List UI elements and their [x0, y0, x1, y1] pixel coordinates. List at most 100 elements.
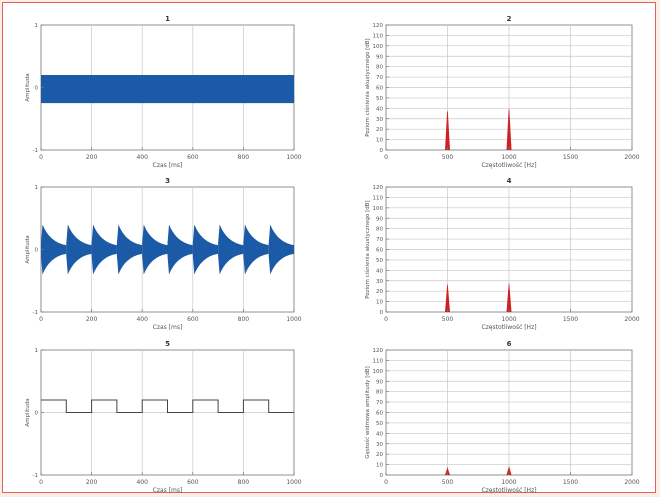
burst	[218, 224, 244, 275]
burst	[243, 224, 269, 275]
x-tick-label: 1000	[501, 316, 516, 323]
y-tick-label: 50	[376, 421, 383, 427]
y-tick-label: 80	[376, 227, 383, 233]
chart-4: 0 500 1000 1500 2000 0 10 20 30 40 50 60 70 80 90 100 11…	[364, 177, 640, 331]
y-tick-label: 50	[376, 96, 383, 102]
spectral-peak	[445, 283, 450, 312]
spectral-peak	[506, 282, 512, 312]
spectral-peak	[445, 110, 450, 150]
y-axis-label: Amplituda	[25, 73, 31, 101]
y-axis-label: Poziom ciśnienia akustycznego [dB]	[364, 200, 371, 298]
y-tick-label: -1	[33, 473, 38, 479]
y-tick-label: 40	[376, 431, 383, 437]
y-tick-label: 120	[373, 23, 384, 29]
x-axis-label: Częstotliwość [Hz]	[481, 162, 536, 169]
x-tick-label: 200	[86, 154, 98, 161]
y-tick-label: 1	[35, 348, 39, 354]
y-tick-label: 0	[35, 86, 39, 92]
x-tick-label: 1000	[501, 479, 516, 486]
x-tick-label: 600	[187, 154, 199, 161]
y-tick-label: 20	[376, 452, 383, 458]
y-tick-label: 60	[376, 248, 383, 254]
y-tick-label: 120	[373, 348, 384, 354]
x-tick-label: 200	[86, 479, 98, 486]
x-tick-label: 600	[187, 316, 199, 323]
x-tick-label: 500	[442, 479, 454, 486]
x-tick-label: 0	[384, 154, 388, 161]
burst	[268, 224, 294, 275]
x-tick-label: 800	[238, 479, 250, 486]
spectral-peak	[445, 466, 450, 475]
y-tick-label: 30	[376, 117, 383, 123]
square-wave-line	[41, 399, 294, 413]
burst	[41, 224, 67, 275]
x-tick-label: 0	[39, 316, 43, 323]
x-tick-label: 600	[187, 479, 199, 486]
spectral-peak	[506, 108, 512, 150]
spectral-peak	[506, 465, 512, 475]
y-tick-label: 90	[376, 54, 383, 60]
burst	[192, 224, 219, 275]
y-axis-label: Amplituda	[25, 398, 31, 426]
x-tick-label: 1500	[563, 316, 578, 323]
x-tick-label: 200	[86, 316, 98, 323]
y-tick-label: 80	[376, 390, 383, 396]
y-tick-label: 110	[373, 358, 384, 364]
chart-title: 6	[507, 340, 512, 348]
chart-2: 0 500 1000 1500 2000 0 10 20 30 40 50 60 70 80 90 100 11…	[364, 15, 640, 169]
signal-band	[41, 75, 294, 104]
x-tick-label: 0	[384, 479, 388, 486]
x-tick-label: 400	[136, 479, 148, 486]
x-axis-label: Częstotliwość [Hz]	[481, 487, 536, 494]
chart-title: 2	[507, 15, 512, 23]
x-tick-label: 0	[384, 316, 388, 323]
x-tick-label: 2000	[624, 479, 639, 486]
y-tick-label: 110	[373, 195, 384, 201]
y-tick-label: 10	[376, 300, 383, 306]
y-tick-label: 10	[376, 463, 383, 469]
y-tick-label: 10	[376, 138, 383, 144]
y-tick-label: 0	[35, 248, 39, 254]
chart-6: 0 500 1000 1500 2000 0 10 20 30 40 50 60 70 80 90 100 11…	[364, 340, 640, 494]
chart-title: 5	[165, 340, 170, 348]
burst	[66, 224, 92, 275]
y-tick-label: 100	[373, 369, 384, 375]
y-tick-label: 70	[376, 75, 383, 81]
x-tick-label: 800	[238, 154, 250, 161]
x-tick-label: 400	[136, 154, 148, 161]
y-tick-label: -1	[33, 310, 38, 316]
x-tick-label: 0	[39, 479, 43, 486]
y-axis-label: Gęstość widmowa amplitudy [dB]	[364, 366, 371, 459]
y-axis-label: Poziom ciśnienia akustycznego [dB]	[364, 38, 371, 136]
chart-title: 1	[165, 15, 170, 23]
y-tick-label: 1	[35, 185, 39, 191]
y-tick-label: 90	[376, 379, 383, 385]
x-tick-label: 1000	[501, 154, 516, 161]
y-tick-label: 90	[376, 216, 383, 222]
x-tick-label: 500	[442, 154, 454, 161]
y-axis-label: Amplituda	[25, 235, 31, 263]
x-tick-label: 0	[39, 154, 43, 161]
x-tick-label: 800	[238, 316, 250, 323]
y-tick-label: -1	[33, 148, 38, 154]
x-axis-label: Czas [ms]	[153, 162, 183, 169]
x-tick-label: 400	[136, 316, 148, 323]
burst	[91, 224, 117, 275]
burst	[167, 224, 193, 275]
x-tick-label: 1000	[286, 479, 301, 486]
x-axis-label: Czas [ms]	[153, 487, 183, 494]
y-tick-label: 0	[380, 310, 384, 316]
y-tick-label: 110	[373, 33, 384, 39]
x-tick-label: 1000	[286, 154, 301, 161]
y-tick-label: 100	[373, 44, 384, 50]
y-tick-label: 1	[35, 23, 39, 29]
y-tick-label: 20	[376, 289, 383, 295]
x-tick-label: 1500	[563, 154, 578, 161]
y-tick-label: 60	[376, 86, 383, 92]
y-tick-label: 80	[376, 65, 383, 71]
burst	[116, 224, 143, 275]
